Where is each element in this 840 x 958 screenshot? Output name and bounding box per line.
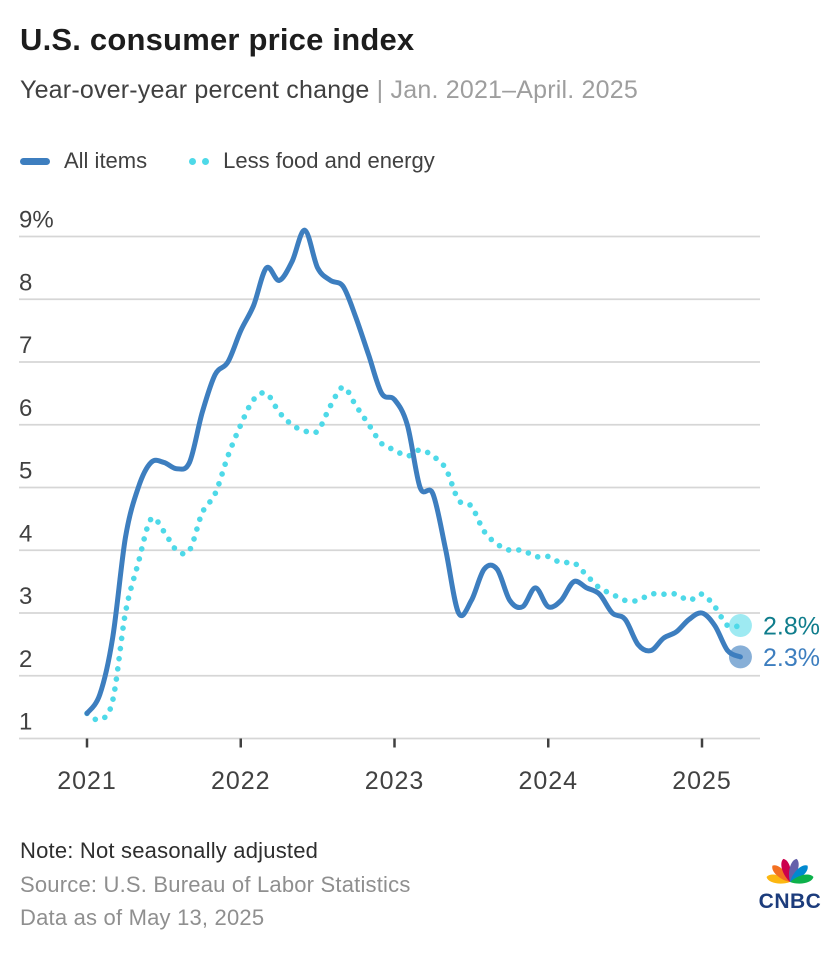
cnbc-wordmark: CNBC <box>758 890 822 913</box>
core-end-label: 2.8% <box>763 613 820 641</box>
y-axis-label: 9% <box>19 207 54 234</box>
dotted-line-swatch-icon <box>189 157 210 165</box>
y-axis-label: 4 <box>19 520 32 547</box>
subtitle-separator: | <box>369 76 391 104</box>
all-items-end-label: 2.3% <box>763 644 820 672</box>
y-axis-label: 1 <box>19 709 32 736</box>
x-axis-label: 2024 <box>518 767 578 795</box>
peacock-feather <box>781 858 791 882</box>
cpi-line-chart: 2021 2022 2023 2024 2025 1 2 3 4 5 6 7 8 9% 2.8% 2.3% <box>19 207 820 795</box>
core-cpi-line <box>84 384 744 723</box>
y-axis-label: 5 <box>19 458 32 485</box>
cnbc-logo: CNBC <box>750 846 830 914</box>
x-axis-label: 2022 <box>211 767 271 795</box>
y-axis-label: 2 <box>19 646 32 673</box>
note-text: Note: Not seasonally adjusted <box>20 838 319 863</box>
y-axis-label: 8 <box>19 269 32 296</box>
subtitle-date-range: Jan. 2021–April. 2025 <box>390 76 638 104</box>
page-title: U.S. consumer price index <box>20 22 415 57</box>
peacock-feather <box>766 874 790 884</box>
legend-label-all-items: All items <box>64 148 148 173</box>
solid-line-swatch-icon <box>20 157 50 165</box>
chart-legend: All items Less food and energy <box>20 146 435 176</box>
y-axis-label: 7 <box>19 332 32 359</box>
x-axis-label: 2021 <box>57 767 117 795</box>
y-axis-label: 3 <box>19 583 32 610</box>
source-text: Source: U.S. Bureau of Labor Statistics <box>20 872 411 897</box>
nbc-peacock-icon <box>766 858 814 884</box>
legend-item-less-food-energy: Less food and energy <box>189 148 435 174</box>
x-axis-label: 2025 <box>672 767 732 795</box>
peacock-feather <box>790 874 814 884</box>
subtitle-measure: Year-over-year percent change <box>20 76 370 104</box>
legend-label-less-food-energy: Less food and energy <box>223 148 435 173</box>
data-as-of-text: Data as of May 13, 2025 <box>20 905 265 930</box>
core-end-dot <box>728 614 752 638</box>
y-axis-label: 6 <box>19 395 32 422</box>
all-items-end-dot <box>728 645 752 669</box>
chart-subtitle: Year-over-year percent change | Jan. 202… <box>20 76 638 105</box>
x-axis-label: 2023 <box>365 767 425 795</box>
peacock-feather <box>789 858 799 882</box>
peacock-feather <box>772 865 790 882</box>
legend-item-all-items: All items <box>20 148 147 174</box>
all-items-line <box>84 227 743 716</box>
peacock-feather <box>790 865 808 882</box>
